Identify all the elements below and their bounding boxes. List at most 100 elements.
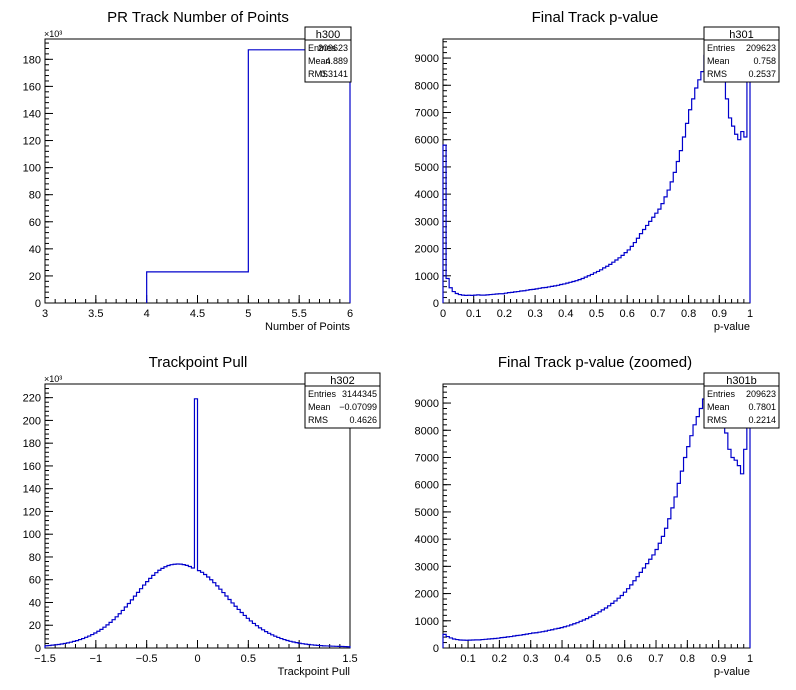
stats-box-frame (703, 26, 780, 83)
y-tick-label: 80 (29, 190, 41, 202)
y-tick-label: 2000 (415, 244, 439, 256)
x-tick-label: 0.2 (492, 653, 507, 665)
y-tick-label: 40 (29, 597, 41, 609)
y-tick-label: 1000 (415, 616, 439, 628)
chart-title: Trackpoint Pull (149, 354, 248, 371)
stats-box-name: h300 (316, 29, 340, 41)
y-tick-label: 180 (23, 54, 41, 66)
x-tick-label: 1.5 (342, 653, 357, 665)
x-tick-label: 1 (747, 653, 753, 665)
y-tick-label: 200 (23, 415, 41, 427)
y-tick-label: 20 (29, 271, 41, 283)
stats-value: −0.07099 (339, 402, 377, 412)
y-tick-label: 20 (29, 620, 41, 632)
x-axis-label: Trackpoint Pull (278, 666, 350, 678)
stats-label: Mean (707, 56, 730, 66)
plot-frame (44, 38, 351, 304)
y-tick-label: 3000 (415, 216, 439, 228)
stats-label: Entries (707, 43, 736, 53)
pad-trackpoint-pull: Trackpoint Pull ×10³ −1.5 −1 −0.5 0 0.5 1 1.5 0 20… (23, 354, 381, 678)
y-tick-label: 120 (23, 136, 41, 148)
x-tick-label: 1 (296, 653, 302, 665)
y-tick-label: 100 (23, 163, 41, 175)
x-tick-label: 0 (440, 308, 446, 320)
x-tick-label: 4.5 (190, 308, 205, 320)
y-axis-exponent: ×10³ (44, 374, 62, 384)
x-axis-label: p-value (714, 321, 750, 333)
y-tick-label: 0 (35, 643, 41, 655)
stats-value: 0.2537 (748, 69, 776, 79)
y-tick-label: 0 (433, 298, 439, 310)
stats-label: RMS (707, 415, 727, 425)
x-tick-label: −1.5 (34, 653, 56, 665)
x-tick-label: −1 (90, 653, 103, 665)
stats-label: Entries (308, 389, 337, 399)
x-tick-label: 0.5 (241, 653, 256, 665)
y-tick-label: 160 (23, 461, 41, 473)
stats-box-name: h302 (330, 375, 354, 387)
x-tick-label: 1 (747, 308, 753, 320)
stats-box: h302 Entries 3144345 Mean −0.07099 RMS 0.4626 (304, 372, 381, 429)
stats-label: RMS (308, 415, 328, 425)
y-tick-label: 180 (23, 438, 41, 450)
y-tick-label: 5000 (415, 507, 439, 519)
pad-final-track-pvalue: Final Track p-value 0 0.1 0.2 0.3 0.4 0.5 0.6 0.… (415, 9, 780, 333)
y-tick-label: 7000 (415, 107, 439, 119)
y-tick-label: 140 (23, 484, 41, 496)
x-tick-label: 0.2 (497, 308, 512, 320)
stats-value: 0.7801 (748, 402, 776, 412)
stats-label: RMS (308, 69, 328, 79)
x-tick-label: 3 (42, 308, 48, 320)
x-tick-label: 0.3 (523, 653, 538, 665)
y-tick-label: 0 (433, 643, 439, 655)
x-tick-label: 0.6 (620, 308, 635, 320)
pad-final-track-pvalue-zoomed: Final Track p-value (zoomed) 0.1 0.2 0.3 0.4… (415, 354, 780, 678)
y-tick-label: 7000 (415, 452, 439, 464)
y-tick-label: 100 (23, 529, 41, 541)
x-tick-label: 0.6 (617, 653, 632, 665)
x-tick-label: 0.8 (680, 653, 695, 665)
stats-label: Mean (308, 402, 331, 412)
stats-box-name: h301 (729, 29, 753, 41)
x-tick-label: 0.1 (460, 653, 475, 665)
x-tick-label: 0.7 (648, 653, 663, 665)
stats-label: Mean (308, 56, 331, 66)
y-tick-label: 0 (35, 298, 41, 310)
x-axis-label: Number of Points (265, 321, 350, 333)
stats-value: 209623 (318, 43, 348, 53)
y-tick-label: 9000 (415, 53, 439, 65)
x-tick-label: 5.5 (292, 308, 307, 320)
stats-value: 0.2214 (748, 415, 776, 425)
x-axis-label: p-value (714, 666, 750, 678)
x-tick-label: 5 (245, 308, 251, 320)
x-tick-label: 0.5 (589, 308, 604, 320)
histogram-series (442, 38, 751, 303)
x-tick-label: 0.9 (712, 308, 727, 320)
y-tick-label: 1000 (415, 271, 439, 283)
stats-value: 0.4626 (349, 415, 377, 425)
y-tick-label: 120 (23, 506, 41, 518)
stats-value: 0.758 (753, 56, 776, 66)
stats-value: 209623 (746, 43, 776, 53)
x-tick-label: 6 (347, 308, 353, 320)
y-tick-label: 3000 (415, 561, 439, 573)
x-tick-label: 0.1 (466, 308, 481, 320)
stats-label: Entries (308, 43, 337, 53)
x-tick-label: 0.5 (586, 653, 601, 665)
y-tick-label: 140 (23, 108, 41, 120)
y-tick-label: 4000 (415, 534, 439, 546)
stats-value: 4.889 (325, 56, 348, 66)
stats-box-frame (304, 372, 381, 429)
y-tick-label: 80 (29, 552, 41, 564)
y-tick-label: 6000 (415, 135, 439, 147)
y-tick-label: 8000 (415, 425, 439, 437)
x-tick-label: 0.7 (650, 308, 665, 320)
stats-label: Mean (707, 402, 730, 412)
histogram-series (442, 383, 751, 648)
x-tick-label: 0.3 (527, 308, 542, 320)
x-tick-label: 0.4 (558, 308, 573, 320)
stats-box-name: h301b (726, 375, 757, 387)
x-tick-label: 0.9 (711, 653, 726, 665)
chart-title: Final Track p-value (zoomed) (498, 354, 692, 371)
stats-box-frame (703, 372, 780, 429)
